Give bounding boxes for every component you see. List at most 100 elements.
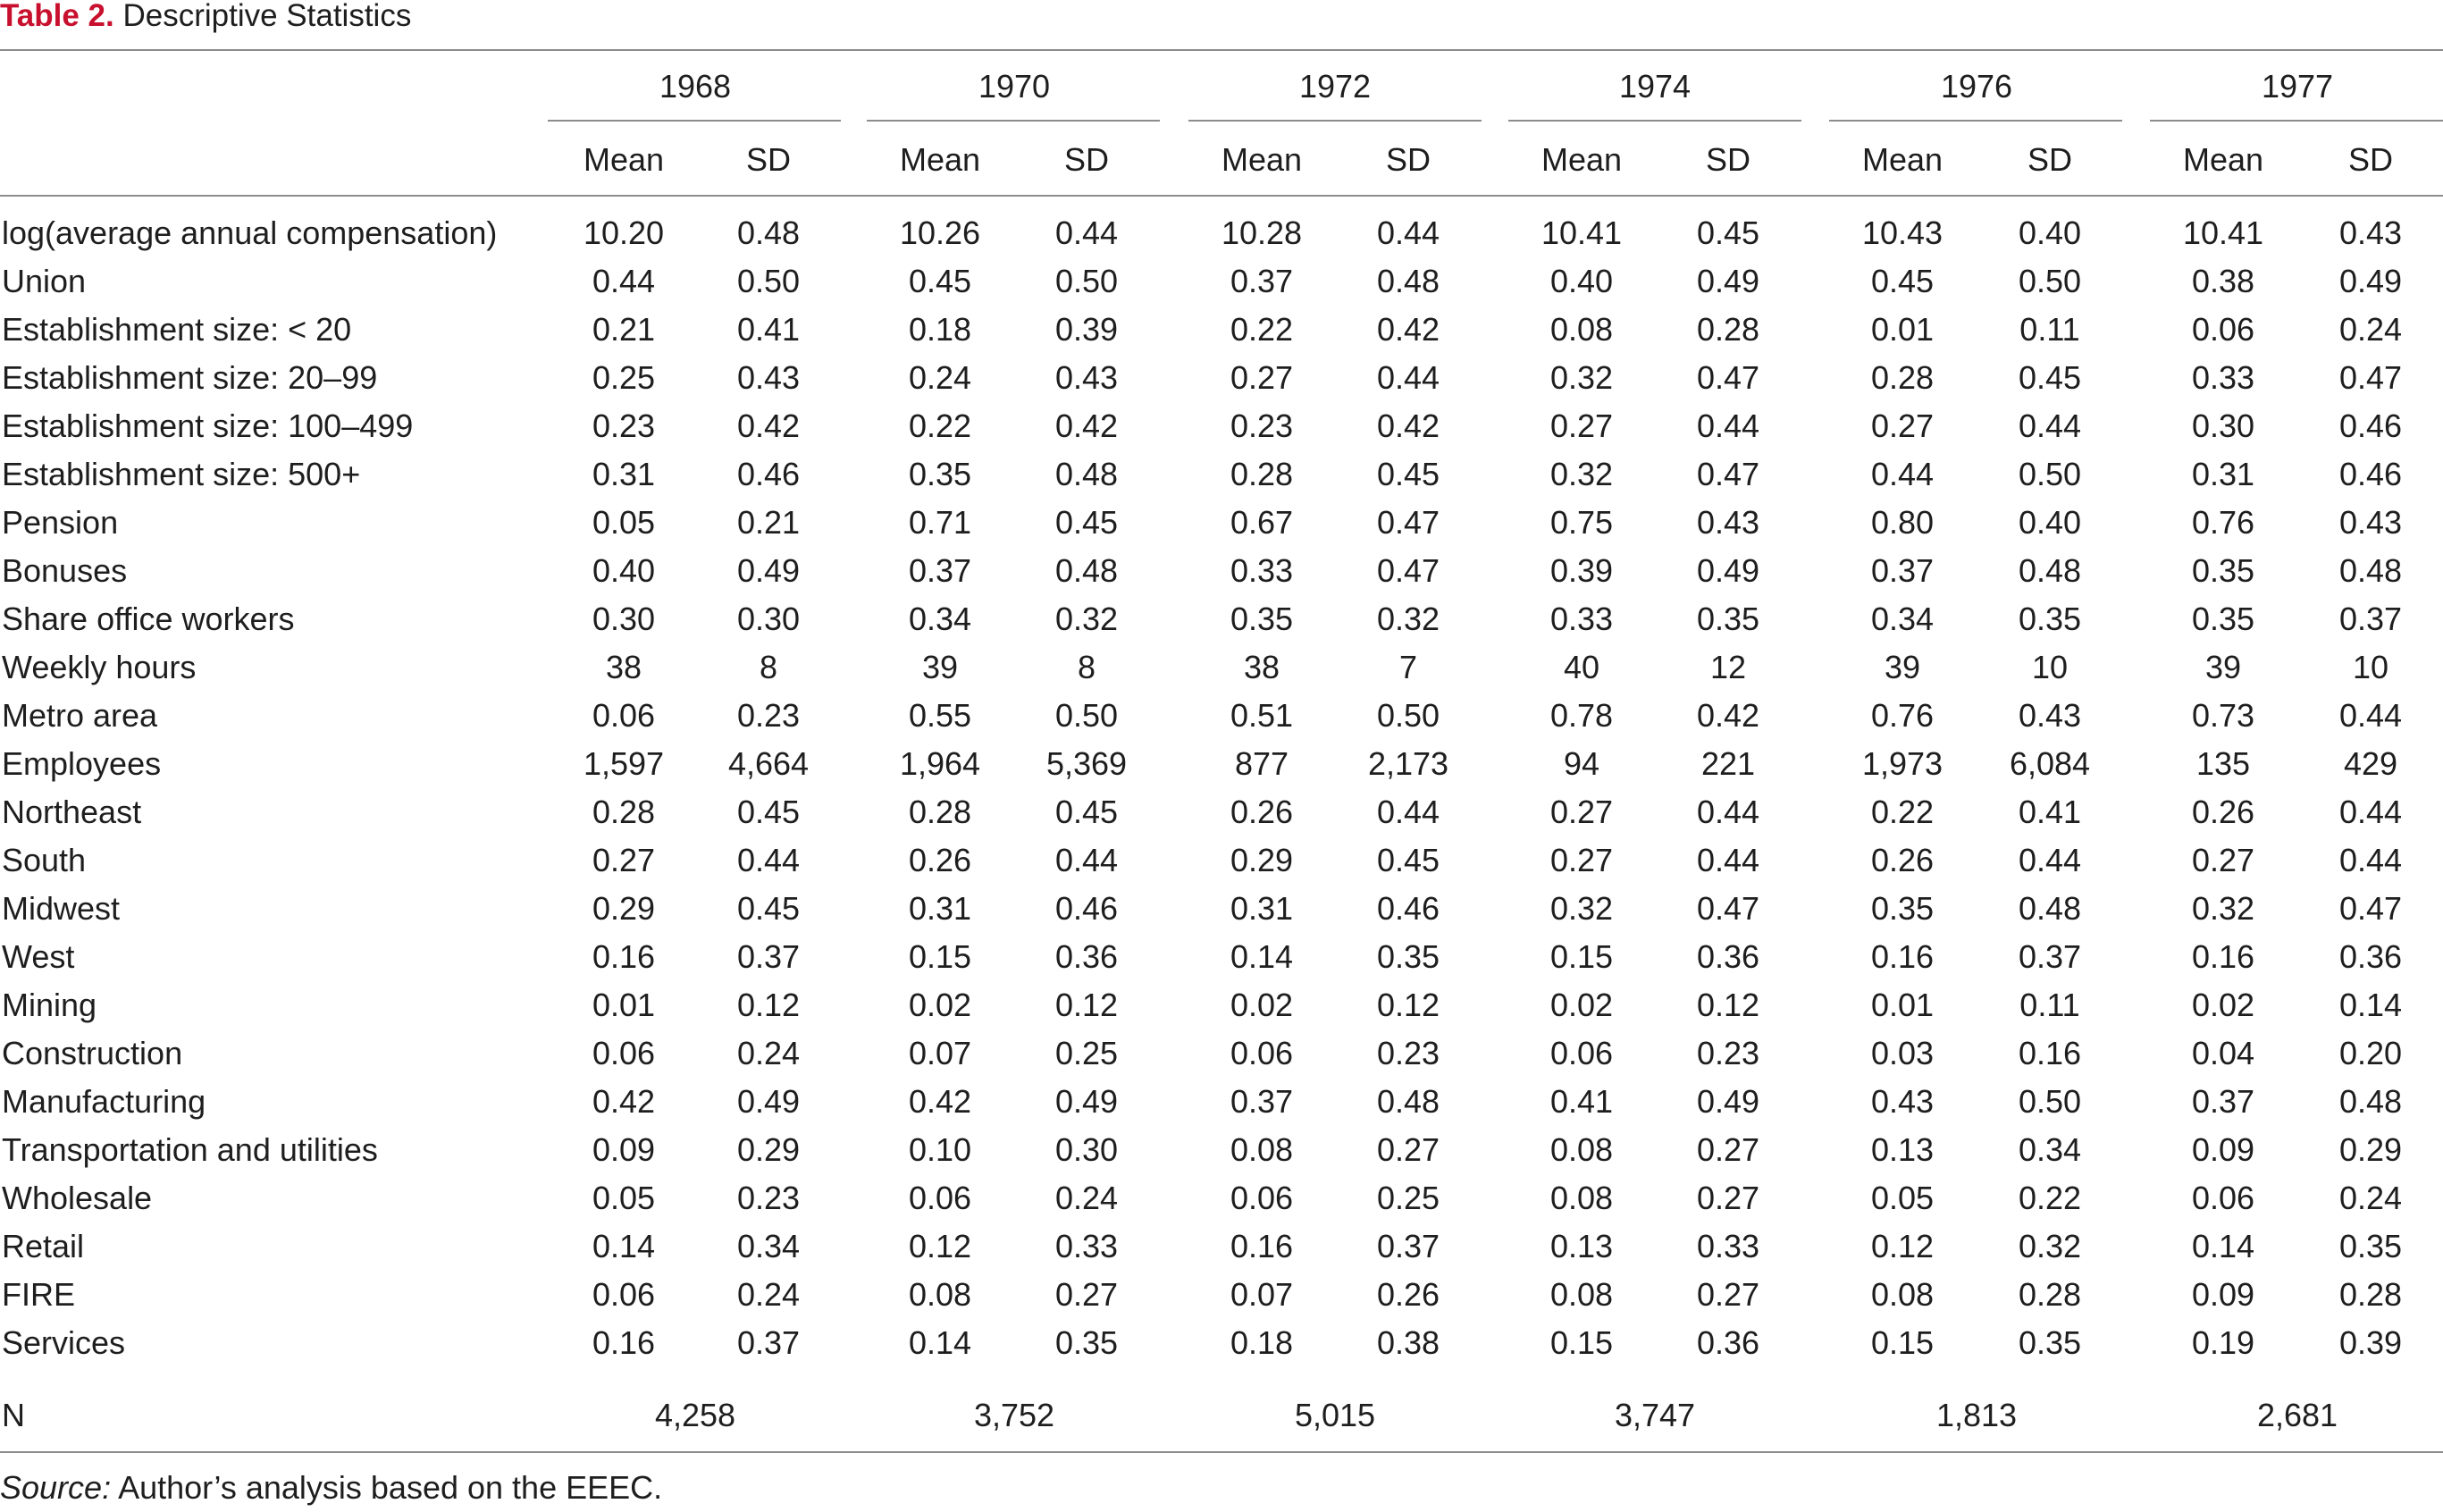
sd-value: 0.42 [1376,311,1440,348]
sd-value: 0.30 [736,601,801,637]
sd-header: SD [1385,141,1431,178]
row-label: Establishment size: 100–499 [2,407,414,444]
mean-value: 0.25 [592,359,656,396]
mean-value: 0.08 [1549,1131,1614,1168]
mean-value: 0.06 [1230,1035,1294,1071]
row-label: log(average annual compensation) [2,214,498,251]
mean-value: 0.76 [2191,504,2255,541]
sd-value: 0.35 [1696,601,1760,637]
year-rule [1508,120,1801,122]
sd-value: 0.49 [1696,552,1760,589]
mean-header: Mean [2182,141,2264,178]
row-label: Wholesale [2,1180,153,1216]
sd-value: 0.50 [1376,697,1440,734]
n-value: 1,813 [1935,1397,2018,1433]
mean-header: Mean [899,141,981,178]
sd-value: 0.27 [1696,1276,1760,1313]
sd-value: 0.50 [2018,1083,2082,1120]
mean-value: 0.14 [908,1324,972,1361]
mean-value: 0.04 [2191,1035,2255,1071]
year-header: 1970 [978,68,1051,105]
mean-value: 0.44 [592,263,656,299]
mean-value: 0.18 [1230,1324,1294,1361]
sd-value: 0.35 [2018,1324,2082,1361]
sd-value: 2,173 [1367,745,1449,782]
sd-value: 0.46 [2338,456,2403,492]
source-text: Author’s analysis based on the EEEC. [111,1469,663,1506]
sd-value: 0.37 [736,1324,801,1361]
header-rule [0,195,2443,197]
source-note: Source: Author’s analysis based on the E… [0,1464,662,1512]
sd-value: 0.43 [1054,359,1119,396]
mean-value: 0.16 [1230,1228,1294,1264]
year-rule [1829,120,2122,122]
sd-value: 0.23 [1376,1035,1440,1071]
mean-value: 0.02 [1549,987,1614,1023]
mean-value: 0.14 [1230,938,1294,975]
mean-value: 0.08 [1549,311,1614,348]
mean-value: 10.41 [1541,214,1623,251]
row-label: FIRE [2,1276,76,1313]
mean-value: 39 [1884,649,1921,685]
sd-value: 0.44 [1696,842,1760,878]
sd-value: 0.39 [1054,311,1119,348]
sd-value: 0.49 [2338,263,2403,299]
sd-header: SD [1705,141,1750,178]
mean-value: 0.07 [908,1035,972,1071]
mean-value: 0.27 [1549,794,1614,830]
sd-header: SD [2027,141,2072,178]
mean-value: 0.22 [1870,794,1935,830]
year-rule [1188,120,1482,122]
sd-value: 0.36 [1696,938,1760,975]
sd-value: 0.44 [1054,214,1119,251]
sd-header: SD [1063,141,1109,178]
row-label: Northeast [2,794,142,830]
sd-value: 0.37 [1376,1228,1440,1264]
sd-value: 0.41 [736,311,801,348]
mean-value: 0.51 [1230,697,1294,734]
sd-value: 0.45 [736,890,801,927]
mean-value: 0.06 [2191,1180,2255,1216]
n-label: N [2,1397,25,1433]
mean-header: Mean [1221,141,1303,178]
row-label: Services [2,1324,126,1361]
row-label: Midwest [2,890,121,927]
sd-value: 0.43 [2018,697,2082,734]
mean-value: 38 [1243,649,1280,685]
mean-value: 10.26 [899,214,981,251]
mean-value: 0.23 [592,407,656,444]
mean-value: 0.32 [1549,359,1614,396]
mean-value: 0.15 [908,938,972,975]
table-caption: Table 2. Descriptive Statistics [0,0,411,34]
mean-value: 10.41 [2182,214,2264,251]
mean-value: 1,973 [1861,745,1943,782]
year-header: 1972 [1298,68,1372,105]
sd-value: 0.50 [736,263,801,299]
row-label: Manufacturing [2,1083,206,1120]
mean-value: 10.20 [583,214,665,251]
sd-value: 0.22 [2018,1180,2082,1216]
sd-value: 12 [1709,649,1747,685]
mean-value: 0.16 [592,938,656,975]
mean-value: 0.08 [1549,1180,1614,1216]
mean-value: 0.09 [592,1131,656,1168]
sd-value: 0.42 [1696,697,1760,734]
sd-value: 0.47 [1696,359,1760,396]
sd-value: 6,084 [2009,745,2091,782]
mean-value: 0.19 [2191,1324,2255,1361]
mean-value: 0.29 [592,890,656,927]
sd-value: 429 [2343,745,2398,782]
sd-value: 0.49 [1696,1083,1760,1120]
sd-value: 0.30 [1054,1131,1119,1168]
mean-value: 0.35 [1870,890,1935,927]
sd-value: 0.27 [1054,1276,1119,1313]
sd-value: 0.36 [2338,938,2403,975]
mean-value: 94 [1563,745,1600,782]
mean-value: 0.31 [592,456,656,492]
sd-value: 0.29 [736,1131,801,1168]
mean-value: 0.13 [1549,1228,1614,1264]
bottom-rule [0,1451,2443,1453]
mean-value: 39 [2204,649,2242,685]
sd-value: 0.49 [1054,1083,1119,1120]
mean-value: 0.32 [2191,890,2255,927]
